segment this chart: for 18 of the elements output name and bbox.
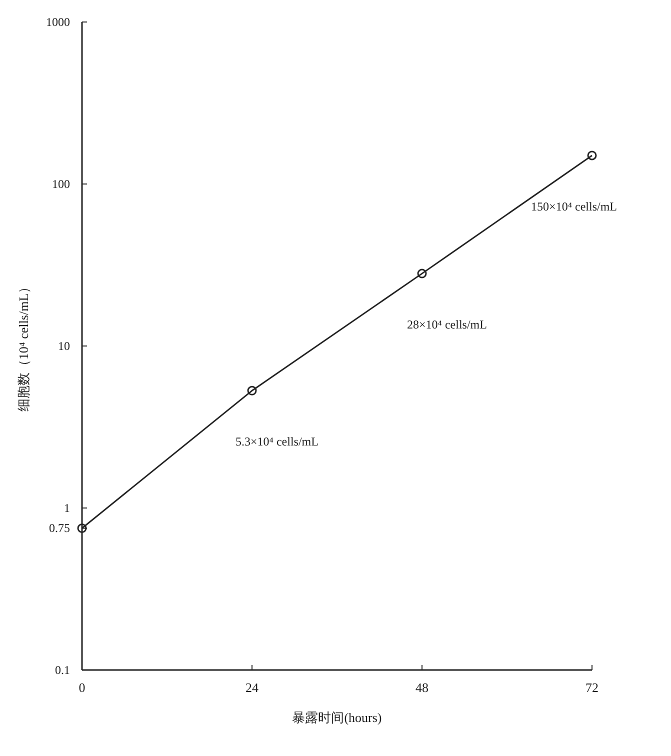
x-tick-label: 72: [586, 680, 598, 695]
annotation: 5.3×10⁴ cells/mL: [236, 434, 318, 449]
x-tick-label: 24: [246, 680, 259, 695]
x-axis-title: 暴露时间(hours): [292, 710, 382, 725]
y-axis-title: 细胞数（10⁴ cells/mL）: [16, 280, 31, 412]
y-tick-label: 1: [64, 501, 70, 515]
y-tick-label: 0.1: [55, 663, 70, 677]
point: [247, 386, 257, 396]
y-tick-label: 0.75: [49, 521, 70, 536]
point: [417, 268, 427, 278]
x-tick-label: 0: [78, 680, 86, 695]
point: [587, 150, 597, 160]
annotation: 28×10⁴ cells/mL: [407, 318, 487, 332]
annotation: 150×10⁴ cells/mL: [531, 199, 617, 214]
y-tick-label: 100: [52, 177, 70, 191]
y-tick-label: 10: [58, 339, 70, 353]
y-tick-label: 1000: [46, 15, 70, 29]
x-tick-label: 48: [416, 680, 428, 695]
